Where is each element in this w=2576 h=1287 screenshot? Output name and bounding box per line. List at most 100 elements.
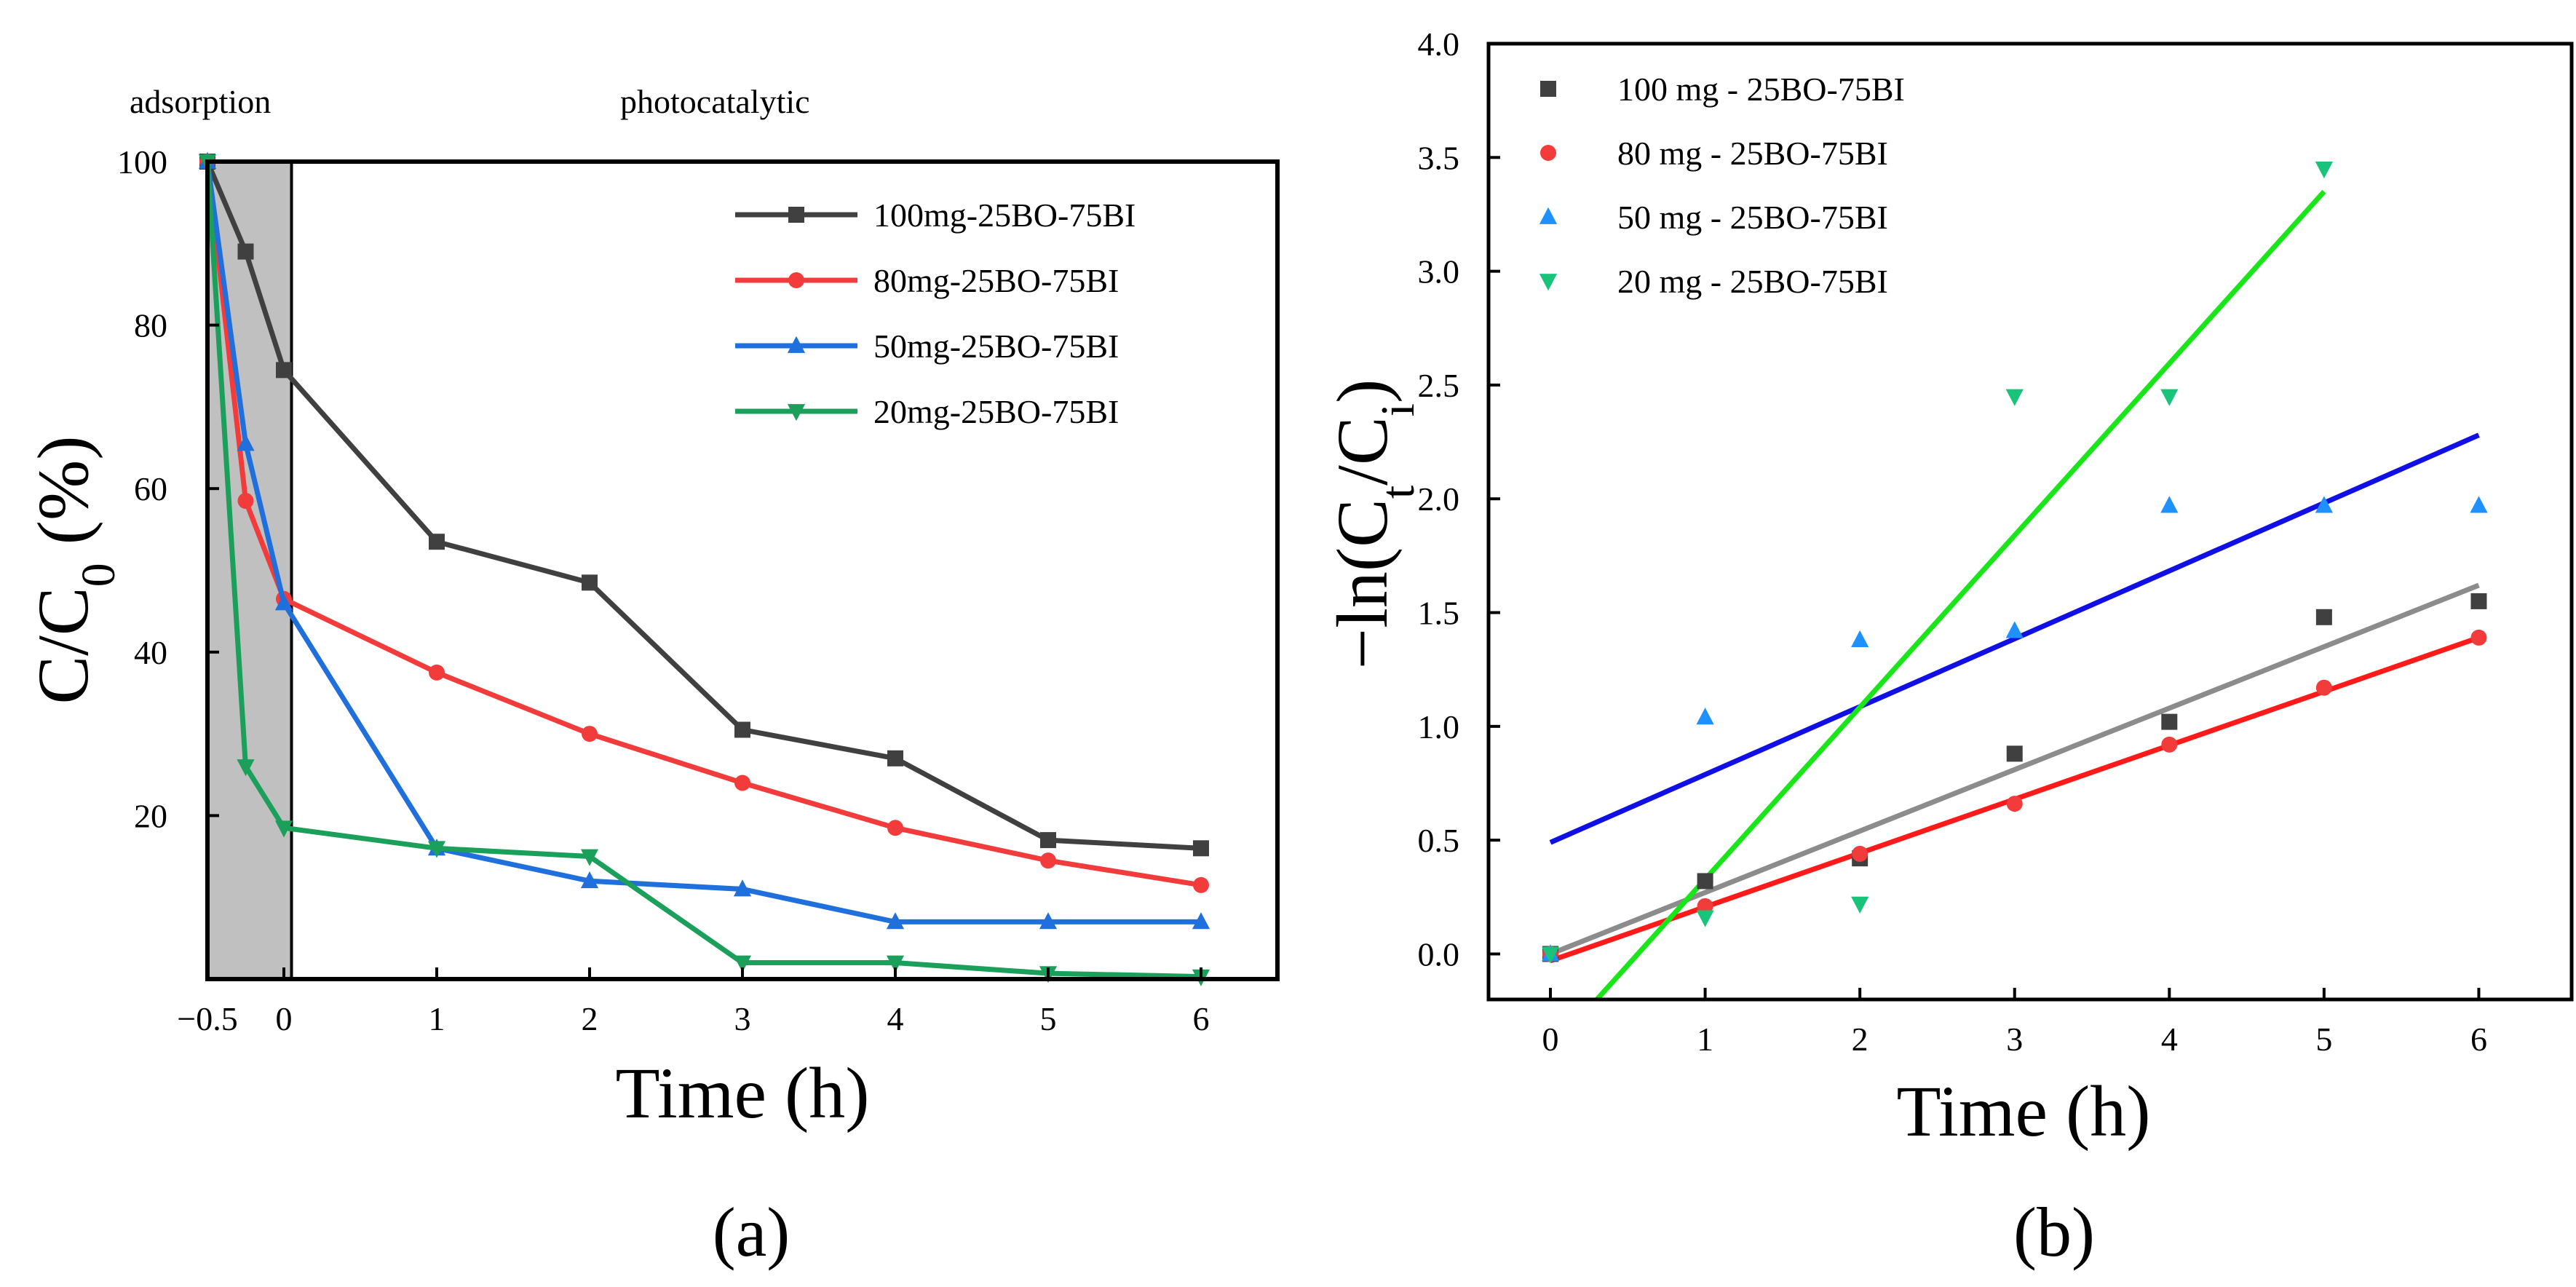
scatter-point-50-mg-25bo-75bi-4 bbox=[2160, 496, 2179, 513]
b-y-tick-label-5: 2.5 bbox=[1418, 367, 1460, 404]
b-legend-marker-100-mg-25bo-75bi bbox=[1540, 81, 1556, 97]
a-y-tick-label-4: 100 bbox=[117, 143, 167, 181]
data-point-80mg-25bo-75bi-3 bbox=[429, 664, 445, 681]
data-point-100mg-25bo-75bi-4 bbox=[582, 574, 598, 591]
a-legend-label-80mg-25bo-75bi: 80mg-25BO-75BI bbox=[873, 262, 1119, 299]
data-point-20mg-25bo-75bi-4 bbox=[580, 849, 599, 866]
scatter-point-80-mg-25bo-75bi-3 bbox=[2006, 796, 2023, 812]
a-x-tick-label-2: 1 bbox=[429, 1000, 445, 1037]
b-legend-label-100-mg-25bo-75bi: 100 mg - 25BO-75BI bbox=[1617, 71, 1905, 108]
a-legend-label-100mg-25bo-75bi: 100mg-25BO-75BI bbox=[873, 197, 1136, 234]
b-legend-marker-80-mg-25bo-75bi bbox=[1540, 145, 1556, 161]
data-point-50mg-25bo-75bi-1 bbox=[237, 434, 255, 451]
panel-b-y-axis-title-end: ) bbox=[1322, 379, 1403, 403]
a-y-tick-label-0: 20 bbox=[134, 797, 167, 834]
b-x-tick-label-3: 3 bbox=[2006, 1021, 2023, 1058]
panel-b-y-axis-title-sub1: t bbox=[1371, 486, 1424, 499]
a-legend-marker-80mg-25bo-75bi bbox=[788, 272, 804, 288]
a-x-tick-label-4: 3 bbox=[734, 1000, 751, 1037]
panel-b-label: (b) bbox=[2013, 1193, 2095, 1271]
a-x-tick-label-7: 6 bbox=[1193, 1000, 1210, 1037]
panel-a-y-axis-title: C/C0 (%) bbox=[23, 435, 125, 704]
b-y-tick-label-1: 0.5 bbox=[1418, 822, 1460, 859]
data-point-20mg-25bo-75bi-6 bbox=[886, 955, 905, 973]
panel-b-plot-frame bbox=[1486, 41, 2574, 1002]
data-point-20mg-25bo-75bi-2 bbox=[274, 820, 293, 838]
b-x-tick-label-4: 4 bbox=[2161, 1021, 2178, 1058]
data-point-20mg-25bo-75bi-3 bbox=[427, 841, 446, 858]
b-y-tick-label-7: 3.5 bbox=[1418, 139, 1460, 176]
data-point-50mg-25bo-75bi-7 bbox=[1039, 912, 1058, 930]
data-point-80mg-25bo-75bi-4 bbox=[582, 726, 598, 742]
a-y-tick-label-1: 40 bbox=[134, 634, 167, 671]
panel-a-series-group bbox=[198, 151, 1210, 986]
a-x-tick-label-6: 5 bbox=[1040, 1000, 1057, 1037]
a-y-tick-label-3: 80 bbox=[134, 307, 167, 344]
scatter-point-50-mg-25bo-75bi-1 bbox=[1696, 708, 1714, 725]
b-y-tick-label-0: 0.0 bbox=[1418, 935, 1460, 973]
scatter-point-50-mg-25bo-75bi-6 bbox=[2470, 496, 2488, 513]
b-y-tick-label-4: 2.0 bbox=[1418, 480, 1460, 518]
data-point-50mg-25bo-75bi-8 bbox=[1192, 912, 1210, 930]
b-legend-label-20-mg-25bo-75bi: 20 mg - 25BO-75BI bbox=[1617, 263, 1888, 300]
data-point-100mg-25bo-75bi-1 bbox=[237, 243, 254, 260]
panel-a-label: (a) bbox=[713, 1193, 790, 1271]
b-x-tick-label-1: 1 bbox=[1697, 1021, 1713, 1058]
data-point-100mg-25bo-75bi-2 bbox=[276, 362, 292, 379]
panel-b-y-axis-title: −ln(Ct/Ci) bbox=[1322, 379, 1424, 670]
data-point-50mg-25bo-75bi-5 bbox=[733, 879, 752, 897]
b-legend-label-50-mg-25bo-75bi: 50 mg - 25BO-75BI bbox=[1617, 199, 1888, 236]
panel-b-y-axis-title-sub2: i bbox=[1371, 403, 1424, 416]
panel-b-x-axis-title: Time (h) bbox=[1896, 1071, 2150, 1152]
scatter-point-80-mg-25bo-75bi-2 bbox=[1852, 845, 1868, 862]
a-x-tick-label-1: 0 bbox=[276, 1000, 293, 1037]
data-point-50mg-25bo-75bi-6 bbox=[886, 912, 905, 930]
data-point-50mg-25bo-75bi-2 bbox=[274, 593, 293, 611]
data-point-100mg-25bo-75bi-6 bbox=[887, 750, 903, 767]
scatter-point-20-mg-25bo-75bi-0 bbox=[1541, 946, 1560, 964]
data-point-100mg-25bo-75bi-5 bbox=[734, 721, 750, 738]
panel-a-x-axis-title: Time (h) bbox=[615, 1053, 869, 1133]
data-point-80mg-25bo-75bi-6 bbox=[887, 820, 903, 836]
panel-b-fit-lines bbox=[1549, 189, 2480, 1002]
fit-line-20-mg-25bo-75bi bbox=[1595, 189, 2326, 1002]
data-point-20mg-25bo-75bi-1 bbox=[237, 759, 255, 777]
scatter-point-100-mg-25bo-75bi-4 bbox=[2161, 713, 2178, 730]
data-point-50mg-25bo-75bi-4 bbox=[580, 871, 599, 889]
panel-a-y-axis-title-sub: 0 bbox=[72, 563, 125, 587]
panel-b-legend: 100 mg - 25BO-75BI 80 mg - 25BO-75BI 50 mg… bbox=[1539, 71, 1905, 300]
panel-b-scatter-points bbox=[1541, 162, 2488, 964]
data-point-80mg-25bo-75bi-8 bbox=[1193, 876, 1209, 893]
scatter-point-100-mg-25bo-75bi-6 bbox=[2470, 593, 2487, 609]
scatter-point-20-mg-25bo-75bi-5 bbox=[2315, 162, 2333, 179]
a-y-tick-label-2: 60 bbox=[134, 470, 167, 507]
b-y-tick-label-2: 1.0 bbox=[1418, 708, 1460, 745]
data-point-80mg-25bo-75bi-5 bbox=[734, 775, 750, 791]
data-point-80mg-25bo-75bi-1 bbox=[237, 493, 254, 510]
a-legend-marker-20mg-25bo-75bi bbox=[787, 404, 806, 421]
scatter-point-50-mg-25bo-75bi-2 bbox=[1851, 630, 1869, 647]
fit-line-100-mg-25bo-75bi bbox=[1549, 582, 2480, 957]
phase-label-photocatalytic: photocatalytic bbox=[620, 83, 810, 120]
a-x-tick-label-0: −0.5 bbox=[177, 1000, 237, 1037]
scatter-point-80-mg-25bo-75bi-4 bbox=[2161, 736, 2178, 753]
data-point-100mg-25bo-75bi-7 bbox=[1040, 832, 1056, 849]
data-point-80mg-25bo-75bi-7 bbox=[1040, 852, 1056, 869]
b-y-tick-label-3: 1.5 bbox=[1418, 595, 1460, 632]
scatter-point-100-mg-25bo-75bi-3 bbox=[2006, 745, 2023, 762]
a-legend-label-20mg-25bo-75bi: 20mg-25BO-75BI bbox=[873, 393, 1119, 430]
phase-label-adsorption: adsorption bbox=[130, 83, 271, 120]
data-point-100mg-25bo-75bi-3 bbox=[429, 534, 445, 550]
data-point-100mg-25bo-75bi-8 bbox=[1193, 840, 1209, 857]
a-legend-marker-50mg-25bo-75bi bbox=[787, 336, 806, 353]
scatter-point-50-mg-25bo-75bi-5 bbox=[2315, 496, 2333, 513]
panel-b-y-axis-title-mid: /C bbox=[1322, 416, 1403, 485]
b-x-tick-label-5: 5 bbox=[2315, 1021, 2332, 1058]
scatter-point-20-mg-25bo-75bi-2 bbox=[1851, 896, 1869, 914]
panel-b-y-axis-title-main: −ln(C bbox=[1322, 499, 1403, 669]
panel-a-ticks: −0.5 0 1 2 3 4 5 6 20 40 60 80 100 bbox=[117, 143, 1210, 1037]
scatter-point-20-mg-25bo-75bi-3 bbox=[2005, 389, 2024, 406]
b-y-tick-label-6: 3.0 bbox=[1418, 253, 1460, 290]
a-legend-marker-100mg-25bo-75bi bbox=[788, 207, 804, 223]
